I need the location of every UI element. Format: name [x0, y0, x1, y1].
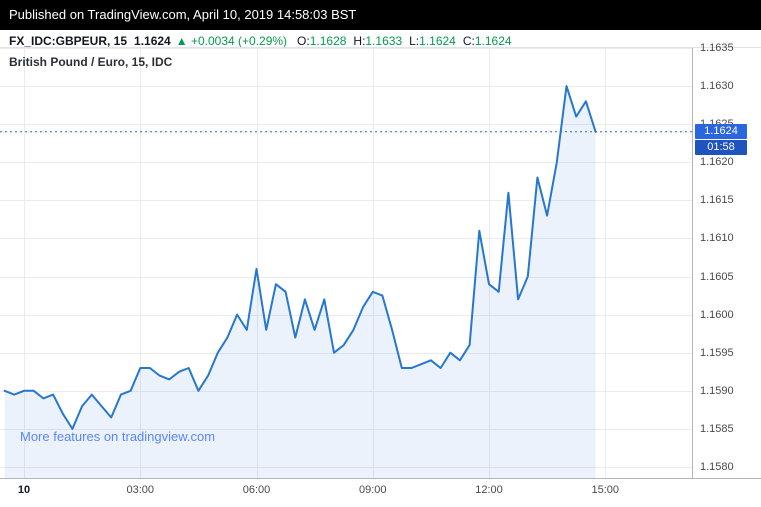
- last-price-value: 1.1624: [134, 34, 171, 48]
- high-value: 1.1633: [365, 34, 403, 48]
- grid-lines: [0, 48, 692, 478]
- price-change: ▲ +0.0034 (+0.29%): [176, 34, 287, 48]
- symbol-legend: FX_IDC:GBPEUR, 15 1.1624 ▲ +0.0034 (+0.2…: [9, 33, 519, 49]
- price-chart-svg: [0, 48, 692, 478]
- tradingview-watermark-link[interactable]: More features on tradingview.com: [20, 429, 216, 444]
- price-axis-label: 1.1605: [700, 270, 734, 283]
- price-axis-border: [692, 48, 693, 478]
- low-pair: L:1.1624: [409, 34, 456, 48]
- time-axis-border: [0, 478, 761, 479]
- publish-text: Published on TradingView.com, April 10, …: [9, 7, 357, 22]
- up-arrow-icon: ▲: [175, 34, 188, 48]
- price-axis-label: 1.1615: [700, 194, 734, 207]
- time-axis[interactable]: 10 03:00 06:00 09:00 12:00 15:00: [0, 479, 761, 507]
- time-axis-label: 09:00: [358, 484, 387, 496]
- time-axis-label: 06:00: [242, 484, 271, 496]
- price-axis-label: 1.1595: [700, 346, 734, 359]
- low-label: L:: [409, 34, 420, 48]
- time-axis-label: 03:00: [126, 484, 155, 496]
- price-axis-label: 1.1620: [700, 156, 734, 169]
- time-axis-label: 15:00: [591, 484, 620, 496]
- price-line-series: [3, 85, 597, 430]
- price-axis-label: 1.1600: [700, 308, 734, 321]
- open-value: 1.1628: [309, 34, 347, 48]
- time-axis-label: 10: [17, 484, 31, 496]
- low-value: 1.1624: [419, 34, 456, 48]
- publish-bar: Published on TradingView.com, April 10, …: [0, 0, 761, 30]
- close-pair: C:1.1624: [463, 34, 512, 48]
- last-price-badge: 1.1624: [695, 124, 747, 139]
- bar-countdown-badge: 01:58: [695, 140, 747, 155]
- close-value: 1.1624: [474, 34, 512, 48]
- plot-top-border: [0, 47, 761, 48]
- symbol-name[interactable]: FX_IDC:GBPEUR, 15: [9, 34, 128, 48]
- plot-area[interactable]: British Pound / Euro, 15, IDC More featu…: [0, 48, 692, 478]
- price-axis-label: 1.1585: [700, 422, 734, 435]
- time-axis-label: 12:00: [475, 484, 503, 496]
- price-axis-label: 1.1580: [700, 461, 734, 473]
- price-axis-label: 1.1630: [700, 80, 734, 93]
- chart-title: British Pound / Euro, 15, IDC: [9, 55, 173, 69]
- close-label: C:: [462, 34, 475, 48]
- price-axis-label: 1.1610: [700, 232, 734, 245]
- open-label: O:: [297, 34, 310, 48]
- price-axis[interactable]: 1.1624 01:58 1.16351.16301.16251.16201.1…: [693, 42, 761, 478]
- high-pair: H:1.1633: [353, 34, 402, 48]
- price-area-fill: [4, 86, 596, 478]
- high-label: H:: [353, 34, 366, 48]
- price-axis-label: 1.1635: [700, 42, 734, 54]
- change-text: +0.0034 (+0.29%): [190, 34, 288, 48]
- price-axis-label: 1.1590: [700, 384, 734, 397]
- open-pair: O:1.1628: [297, 34, 346, 48]
